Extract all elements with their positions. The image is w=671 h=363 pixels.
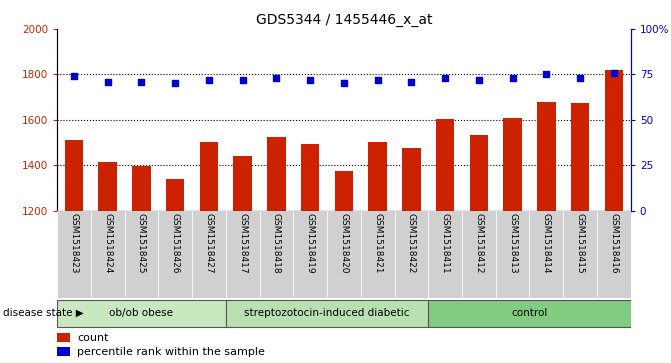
Point [102,79,113,85]
Text: GSM1518427: GSM1518427 [205,213,213,274]
Text: percentile rank within the sample: percentile rank within the sample [77,347,265,357]
Bar [64,140,83,363]
Bar [301,144,319,363]
Text: GSM1518411: GSM1518411 [441,213,450,274]
Bar [361,211,395,298]
Point [170,81,180,86]
Text: GSM1518418: GSM1518418 [272,213,281,274]
Bar [91,211,125,298]
Bar [470,135,488,363]
Bar [605,70,623,363]
Point [203,77,214,83]
Text: GSM1518423: GSM1518423 [69,213,79,274]
Bar [225,211,260,298]
Bar [199,142,218,363]
Bar [335,171,353,363]
Text: GSM1518425: GSM1518425 [137,213,146,274]
Text: GSM1518426: GSM1518426 [170,213,180,274]
Text: GSM1518420: GSM1518420 [340,213,348,274]
Text: GSM1518414: GSM1518414 [542,213,551,274]
Text: GSM1518412: GSM1518412 [474,213,483,274]
Bar [225,300,428,327]
Bar [537,102,556,363]
Bar [368,142,387,363]
Bar [99,162,117,363]
Bar [327,211,361,298]
Bar [395,211,428,298]
Point [609,70,619,76]
Bar [496,211,529,298]
Point [440,75,450,81]
Text: GSM1518415: GSM1518415 [576,213,584,274]
Point [474,77,484,83]
Text: control: control [511,308,548,318]
Bar [563,211,597,298]
Bar [597,211,631,298]
Point [541,72,552,77]
Text: GSM1518421: GSM1518421 [373,213,382,274]
Text: GSM1518416: GSM1518416 [609,213,619,274]
Bar [57,347,70,356]
Text: GSM1518417: GSM1518417 [238,213,247,274]
Bar [529,211,563,298]
Text: count: count [77,333,109,343]
Bar [293,211,327,298]
Text: GSM1518413: GSM1518413 [508,213,517,274]
Point [507,75,518,81]
Point [68,73,79,79]
Bar [462,211,496,298]
Text: disease state ▶: disease state ▶ [3,308,84,318]
Point [238,77,248,83]
Bar [234,156,252,363]
Point [271,75,282,81]
Point [372,77,383,83]
Bar [428,211,462,298]
Text: ob/ob obese: ob/ob obese [109,308,173,318]
Bar [267,137,286,363]
Bar [571,103,589,363]
Point [575,75,586,81]
Bar [57,333,70,342]
Text: GSM1518422: GSM1518422 [407,213,416,274]
Point [136,79,147,85]
Bar [503,118,522,363]
Bar [436,119,454,363]
Point [406,79,417,85]
Bar [57,211,91,298]
Point [305,77,315,83]
Bar [125,211,158,298]
Point [339,81,350,86]
Bar [166,179,185,363]
Bar [428,300,631,327]
Title: GDS5344 / 1455446_x_at: GDS5344 / 1455446_x_at [256,13,432,26]
Bar [57,300,225,327]
Bar [132,166,151,363]
Bar [192,211,225,298]
Bar [158,211,192,298]
Text: GSM1518419: GSM1518419 [305,213,315,274]
Text: GSM1518424: GSM1518424 [103,213,112,274]
Bar [402,148,421,363]
Text: streptozotocin-induced diabetic: streptozotocin-induced diabetic [244,308,410,318]
Bar [260,211,293,298]
